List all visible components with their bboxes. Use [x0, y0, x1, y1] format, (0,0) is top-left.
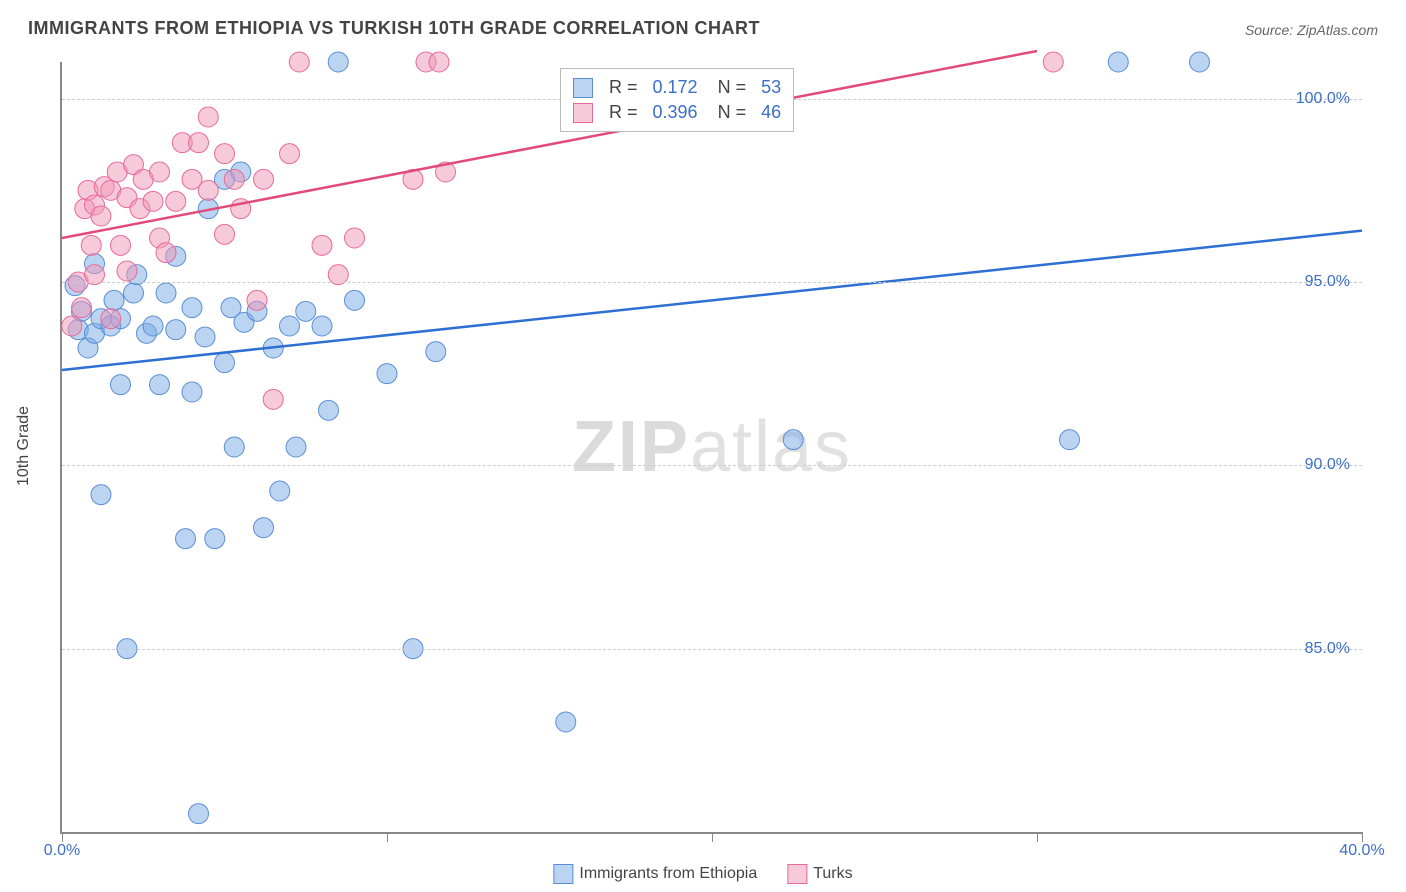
scatter-point: [280, 144, 300, 164]
scatter-point: [345, 228, 365, 248]
scatter-point: [189, 133, 209, 153]
scatter-point: [215, 224, 235, 244]
scatter-point: [91, 485, 111, 505]
stat-R-label: R =: [609, 100, 643, 125]
stats-row: R = 0.172 N = 53: [573, 75, 781, 100]
scatter-point: [62, 316, 82, 336]
scatter-point: [280, 316, 300, 336]
stat-N-value: 53: [761, 75, 781, 100]
bottom-legend: Immigrants from Ethiopia Turks: [553, 864, 852, 884]
scatter-point: [166, 320, 186, 340]
scatter-point: [176, 529, 196, 549]
scatter-point: [247, 290, 267, 310]
scatter-point: [224, 169, 244, 189]
legend-item: Immigrants from Ethiopia: [553, 864, 757, 884]
x-tick: [712, 832, 713, 842]
legend-swatch: [553, 864, 573, 884]
legend-label: Immigrants from Ethiopia: [579, 865, 757, 882]
scatter-point: [101, 309, 121, 329]
x-tick-label: 0.0%: [44, 842, 80, 860]
scatter-point: [1043, 52, 1063, 72]
scatter-point: [195, 327, 215, 347]
stat-R-value: 0.396: [653, 100, 698, 125]
gridline: [62, 465, 1362, 466]
scatter-point: [150, 375, 170, 395]
x-tick-label: 40.0%: [1339, 842, 1384, 860]
legend-swatch: [573, 78, 593, 98]
stats-row: R = 0.396 N = 46: [573, 100, 781, 125]
scatter-point: [124, 283, 144, 303]
stat-R-value: 0.172: [653, 75, 698, 100]
scatter-point: [312, 316, 332, 336]
scatter-point: [72, 298, 92, 318]
scatter-point: [104, 290, 124, 310]
gridline: [62, 282, 1362, 283]
y-tick-label: 90.0%: [1305, 456, 1350, 474]
legend-swatch: [573, 103, 593, 123]
scatter-point: [312, 235, 332, 255]
scatter-point: [426, 342, 446, 362]
legend-item: Turks: [787, 864, 852, 884]
scatter-point: [377, 364, 397, 384]
x-tick: [1362, 832, 1363, 842]
scatter-point: [143, 316, 163, 336]
scatter-point: [289, 52, 309, 72]
scatter-point: [328, 52, 348, 72]
y-tick-label: 100.0%: [1296, 90, 1350, 108]
chart-title: IMMIGRANTS FROM ETHIOPIA VS TURKISH 10TH…: [28, 18, 760, 39]
scatter-point: [1060, 430, 1080, 450]
scatter-point: [296, 301, 316, 321]
stat-N-value: 46: [761, 100, 781, 125]
x-tick: [62, 832, 63, 842]
scatter-point: [81, 235, 101, 255]
plot-area: ZIPatlas 85.0%90.0%95.0%100.0%0.0%40.0%: [60, 62, 1362, 834]
scatter-point: [150, 162, 170, 182]
stat-R-label: R =: [609, 75, 643, 100]
scatter-point: [198, 180, 218, 200]
scatter-point: [91, 206, 111, 226]
scatter-point: [205, 529, 225, 549]
scatter-point: [556, 712, 576, 732]
x-tick: [1037, 832, 1038, 842]
scatter-point: [345, 290, 365, 310]
source-attribution: Source: ZipAtlas.com: [1245, 22, 1378, 38]
scatter-point: [111, 375, 131, 395]
scatter-point: [189, 804, 209, 824]
scatter-point: [319, 400, 339, 420]
scatter-point: [166, 191, 186, 211]
scatter-point: [215, 144, 235, 164]
stat-N-label: N =: [708, 100, 752, 125]
x-tick: [387, 832, 388, 842]
scatter-point: [117, 261, 137, 281]
scatter-point: [198, 107, 218, 127]
scatter-point: [254, 169, 274, 189]
scatter-point: [215, 353, 235, 373]
scatter-point: [111, 235, 131, 255]
legend-label: Turks: [813, 865, 852, 882]
gridline: [62, 649, 1362, 650]
scatter-point: [429, 52, 449, 72]
stats-legend-box: R = 0.172 N = 53R = 0.396 N = 46: [560, 68, 794, 132]
scatter-point: [1190, 52, 1210, 72]
chart-svg: [62, 62, 1362, 832]
scatter-point: [783, 430, 803, 450]
scatter-point: [254, 518, 274, 538]
scatter-point: [182, 298, 202, 318]
scatter-point: [156, 243, 176, 263]
scatter-point: [143, 191, 163, 211]
scatter-point: [270, 481, 290, 501]
scatter-point: [224, 437, 244, 457]
scatter-point: [1108, 52, 1128, 72]
scatter-point: [286, 437, 306, 457]
legend-swatch: [787, 864, 807, 884]
y-axis-label: 10th Grade: [15, 406, 33, 486]
y-tick-label: 85.0%: [1305, 640, 1350, 658]
scatter-point: [263, 389, 283, 409]
scatter-point: [156, 283, 176, 303]
stat-N-label: N =: [708, 75, 752, 100]
y-tick-label: 95.0%: [1305, 273, 1350, 291]
scatter-point: [182, 382, 202, 402]
